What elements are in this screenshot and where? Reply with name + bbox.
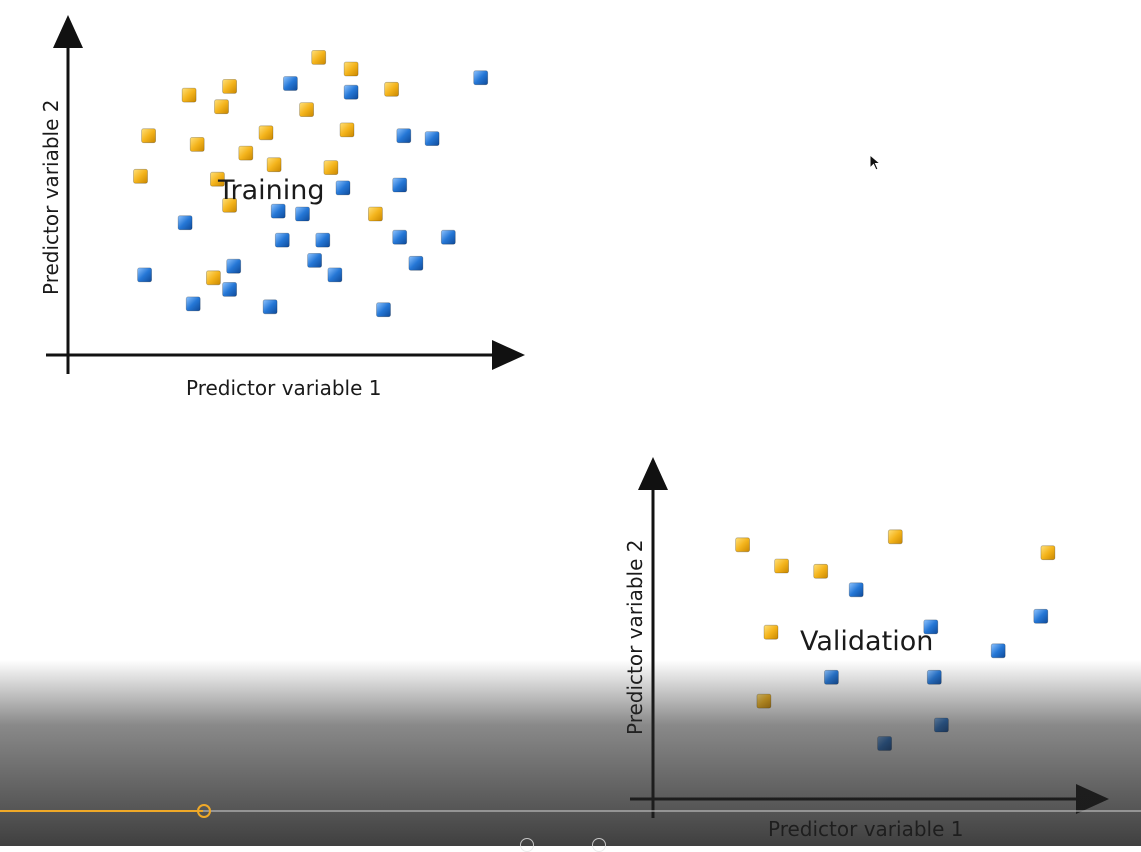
validation-orange-point [735, 537, 750, 553]
training-blue-point [262, 299, 278, 315]
training-blue-point [424, 131, 440, 147]
training-blue-point [282, 76, 298, 91]
training-orange-point [323, 160, 339, 176]
training-overlay-label: Training [217, 175, 325, 206]
training-orange-point [222, 197, 238, 213]
training-blue-point [408, 255, 424, 271]
training-orange-point [367, 206, 383, 222]
training-orange-point [181, 87, 197, 103]
training-blue-point [270, 203, 286, 219]
training-orange-point [238, 145, 254, 161]
validation-orange-point [756, 693, 772, 709]
validation-orange-point [887, 529, 903, 545]
training-orange-point [343, 61, 359, 77]
validation-x-axis-label: Predictor variable 1 [768, 817, 963, 841]
forward-icon[interactable] [592, 838, 606, 852]
training-blue-point [376, 302, 391, 318]
training-orange-point [384, 81, 400, 97]
validation-blue-point [848, 582, 864, 598]
training-orange-point [339, 122, 355, 138]
training-orange-point [189, 136, 205, 152]
training-orange-point [258, 125, 274, 141]
validation-blue-point [877, 736, 892, 751]
training-x-axis-label: Predictor variable 1 [186, 376, 381, 400]
training-blue-point [440, 229, 456, 245]
validation-blue-point [934, 717, 949, 733]
validation-orange-point [813, 563, 829, 579]
validation-blue-point [824, 669, 839, 685]
training-blue-point [343, 84, 359, 100]
validation-y-axis-label: Predictor variable 2 [623, 540, 647, 735]
training-blue-point [396, 128, 412, 144]
training-blue-point [177, 215, 193, 231]
validation-orange-point [763, 624, 779, 640]
validation-orange-point [1040, 545, 1056, 561]
training-orange-point [311, 50, 327, 65]
validation-plot: Validation Predictor variable 1 Predicto… [623, 457, 1109, 841]
training-blue-point [226, 258, 242, 274]
training-blue-point [274, 232, 290, 248]
video-progress-scrubber[interactable] [197, 804, 212, 818]
validation-blue-point [1033, 608, 1049, 624]
training-points [133, 50, 489, 318]
play-icon[interactable] [556, 838, 570, 852]
validation-blue-point [990, 643, 1006, 659]
training-blue-point [137, 267, 153, 283]
validation-blue-point [926, 669, 942, 685]
training-orange-point [205, 270, 221, 286]
mouse-pointer-icon [869, 154, 882, 171]
video-progress-played [0, 810, 204, 812]
training-blue-point [392, 229, 408, 245]
training-blue-point [327, 267, 343, 283]
training-blue-point [222, 281, 238, 297]
validation-orange-point [774, 558, 789, 574]
validation-blue-point [923, 619, 939, 635]
training-blue-point [392, 177, 408, 193]
training-y-axis-label: Predictor variable 2 [39, 100, 63, 295]
training-orange-point [299, 102, 315, 117]
validation-overlay-label: Validation [800, 626, 933, 657]
training-orange-point [133, 168, 148, 184]
training-orange-point [209, 171, 225, 187]
training-orange-point [222, 79, 238, 94]
training-orange-point [141, 128, 157, 144]
training-blue-point [185, 296, 201, 312]
training-blue-point [335, 180, 351, 196]
training-plot: Training Predictor variable 1 Predictor … [39, 15, 525, 400]
video-control-buttons [520, 838, 620, 852]
rewind-icon[interactable] [520, 838, 534, 852]
training-blue-point [295, 206, 310, 222]
training-blue-point [307, 252, 323, 268]
video-progress-bar[interactable] [0, 804, 1141, 818]
training-blue-point [473, 70, 489, 86]
training-orange-point [214, 99, 229, 115]
training-orange-point [266, 157, 282, 173]
training-blue-point [315, 232, 331, 248]
